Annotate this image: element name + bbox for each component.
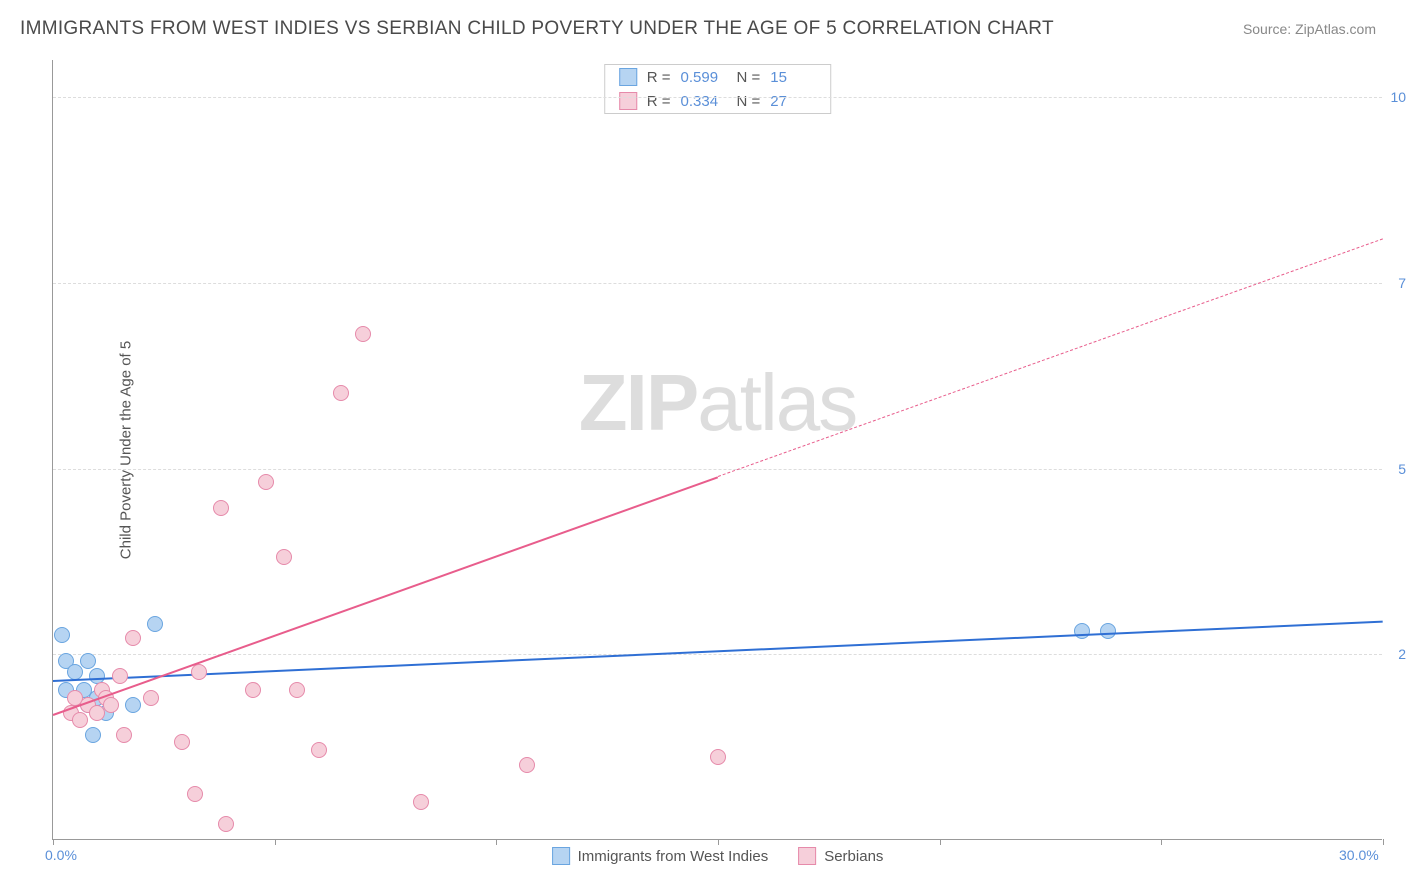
ytick-label: 100.0% [1391, 89, 1406, 105]
chart-plot-area: Child Poverty Under the Age of 5 ZIPatla… [52, 60, 1382, 840]
xtick-mark [53, 839, 54, 845]
data-point [258, 474, 274, 490]
xtick-label: 30.0% [1339, 847, 1379, 863]
stat-n-label: N = [737, 69, 761, 86]
grid-line [53, 97, 1382, 98]
legend-item: Serbians [798, 847, 883, 865]
y-axis-label: Child Poverty Under the Age of 5 [118, 340, 135, 558]
legend-swatch [798, 847, 816, 865]
stat-legend-box: R = 0.599 N = 15 R = 0.334 N = 27 [604, 64, 832, 114]
stat-n-label: N = [737, 93, 761, 110]
data-point [355, 326, 371, 342]
xtick-mark [940, 839, 941, 845]
data-point [311, 742, 327, 758]
data-point [125, 697, 141, 713]
data-point [1074, 623, 1090, 639]
data-point [67, 664, 83, 680]
data-point [174, 734, 190, 750]
grid-line [53, 654, 1382, 655]
stat-swatch [619, 68, 637, 86]
data-point [147, 616, 163, 632]
regression-line [53, 621, 1383, 682]
series-legend: Immigrants from West Indies Serbians [552, 847, 884, 865]
data-point [143, 690, 159, 706]
stat-r-value: 0.334 [681, 93, 727, 110]
stat-n-value: 15 [770, 69, 816, 86]
data-point [218, 816, 234, 832]
data-point [289, 682, 305, 698]
data-point [333, 385, 349, 401]
stat-r-label: R = [647, 69, 671, 86]
data-point [72, 712, 88, 728]
data-point [54, 627, 70, 643]
data-point [112, 668, 128, 684]
ytick-label: 25.0% [1398, 646, 1406, 662]
data-point [85, 727, 101, 743]
data-point [191, 664, 207, 680]
legend-item: Immigrants from West Indies [552, 847, 769, 865]
stat-swatch [619, 92, 637, 110]
data-point [103, 697, 119, 713]
chart-title: IMMIGRANTS FROM WEST INDIES VS SERBIAN C… [20, 18, 1054, 40]
legend-label: Immigrants from West Indies [578, 848, 769, 865]
data-point [413, 794, 429, 810]
grid-line [53, 469, 1382, 470]
data-point [1100, 623, 1116, 639]
data-point [519, 757, 535, 773]
regression-line-dashed [718, 238, 1383, 477]
xtick-mark [1161, 839, 1162, 845]
xtick-mark [718, 839, 719, 845]
legend-label: Serbians [824, 848, 883, 865]
ytick-label: 50.0% [1398, 461, 1406, 477]
watermark: ZIPatlas [579, 357, 856, 449]
xtick-mark [1383, 839, 1384, 845]
stat-r-label: R = [647, 93, 671, 110]
ytick-label: 75.0% [1398, 275, 1406, 291]
source-label: Source: ZipAtlas.com [1243, 21, 1376, 37]
stat-n-value: 27 [770, 93, 816, 110]
data-point [116, 727, 132, 743]
stat-r-value: 0.599 [681, 69, 727, 86]
xtick-label: 0.0% [45, 847, 77, 863]
data-point [187, 786, 203, 802]
xtick-mark [496, 839, 497, 845]
data-point [89, 668, 105, 684]
data-point [125, 630, 141, 646]
data-point [245, 682, 261, 698]
xtick-mark [275, 839, 276, 845]
data-point [710, 749, 726, 765]
grid-line [53, 283, 1382, 284]
data-point [276, 549, 292, 565]
legend-swatch [552, 847, 570, 865]
stat-row: R = 0.334 N = 27 [605, 89, 831, 113]
data-point [213, 500, 229, 516]
stat-row: R = 0.599 N = 15 [605, 65, 831, 89]
data-point [80, 653, 96, 669]
regression-line [53, 476, 719, 716]
